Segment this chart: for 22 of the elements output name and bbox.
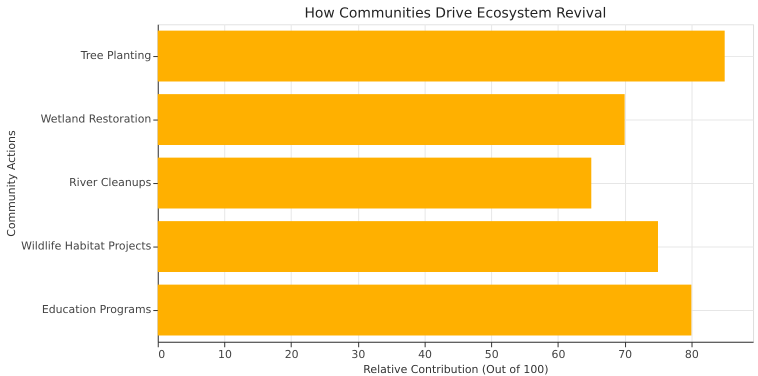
- y-tick-label: Education Programs: [42, 303, 152, 316]
- x-tick-label: 70: [618, 348, 632, 362]
- x-tick-label: 20: [284, 348, 299, 362]
- x-tick-label: 10: [218, 348, 232, 362]
- x-axis-title: Relative Contribution (Out of 100): [363, 363, 548, 376]
- bar: [158, 284, 692, 336]
- y-tick-label: Wetland Restoration: [40, 112, 152, 126]
- y-tick-label: Tree Planting: [80, 49, 152, 62]
- x-tick-label: 30: [351, 348, 366, 362]
- y-tick-label: Wildlife Habitat Projects: [21, 240, 152, 253]
- bar: [158, 30, 725, 82]
- x-tick-label: 60: [551, 348, 566, 362]
- bar: [158, 94, 625, 145]
- x-tick-label: 80: [684, 348, 699, 362]
- chart-title: How Communities Drive Ecosystem Revival: [304, 5, 606, 22]
- bar: [158, 158, 592, 208]
- bar: [158, 221, 658, 272]
- y-axis-title: Community Actions: [5, 130, 18, 237]
- x-tick-label: 50: [484, 348, 499, 362]
- x-tick-label: 40: [418, 348, 432, 362]
- x-tick-label: 0: [158, 348, 166, 362]
- y-tick-label: River Cleanups: [69, 176, 152, 190]
